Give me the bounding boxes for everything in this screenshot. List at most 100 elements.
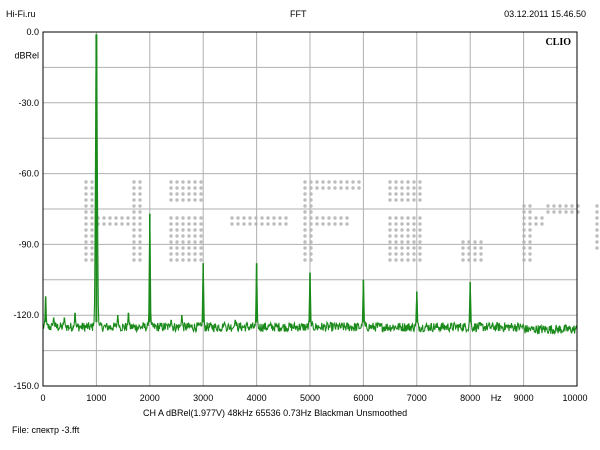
y-tick-label: 0.0 bbox=[26, 27, 39, 37]
watermark-dot bbox=[90, 198, 94, 202]
watermark-dot bbox=[394, 234, 398, 238]
watermark-dot bbox=[90, 204, 94, 208]
watermark-dot bbox=[394, 186, 398, 190]
watermark-dot bbox=[138, 210, 142, 214]
y-tick-label: -150.0 bbox=[13, 381, 39, 391]
watermark-dot bbox=[169, 252, 173, 256]
watermark-dot bbox=[278, 222, 282, 226]
watermark-dot bbox=[528, 204, 532, 208]
watermark-dot bbox=[412, 222, 416, 226]
watermark-dot bbox=[303, 198, 307, 202]
watermark-dot bbox=[169, 222, 173, 226]
watermark-dot bbox=[175, 186, 179, 190]
watermark-dot bbox=[90, 216, 94, 220]
watermark-dot bbox=[175, 246, 179, 250]
watermark-dot bbox=[193, 192, 197, 196]
watermark-dot bbox=[595, 246, 599, 250]
watermark-dot bbox=[138, 186, 142, 190]
watermark-dot bbox=[303, 252, 307, 256]
watermark-dot bbox=[357, 186, 361, 190]
watermark-dot bbox=[412, 234, 416, 238]
watermark-dot bbox=[120, 216, 124, 220]
x-tick-label: 5000 bbox=[300, 393, 320, 403]
watermark-dot bbox=[187, 186, 191, 190]
y-axis-ticks: 0.0 dBRel -30.0 -60.0 -90.0 -120.0 -150.0 bbox=[13, 27, 39, 391]
watermark-dot bbox=[406, 228, 410, 232]
watermark-dot bbox=[315, 186, 319, 190]
watermark-dot bbox=[84, 258, 88, 262]
watermark-dot bbox=[564, 210, 568, 214]
watermark-dot bbox=[84, 222, 88, 226]
x-tick-label: 9000 bbox=[514, 393, 534, 403]
watermark-dot bbox=[181, 252, 185, 256]
watermark-dot bbox=[528, 252, 532, 256]
watermark-dot bbox=[418, 222, 422, 226]
watermark-dot bbox=[120, 222, 124, 226]
watermark-dot bbox=[400, 180, 404, 184]
watermark-dot bbox=[254, 216, 258, 220]
watermark-dot bbox=[132, 252, 136, 256]
watermark-dot bbox=[406, 240, 410, 244]
watermark-dot bbox=[102, 216, 106, 220]
watermark-dot bbox=[400, 234, 404, 238]
watermark-dot bbox=[126, 216, 130, 220]
watermark-dot bbox=[303, 210, 307, 214]
watermark-dot bbox=[303, 216, 307, 220]
watermark-dot bbox=[84, 228, 88, 232]
watermark-dot bbox=[84, 252, 88, 256]
watermark-dot bbox=[169, 246, 173, 250]
watermark-dot bbox=[175, 228, 179, 232]
watermark-dot bbox=[84, 186, 88, 190]
watermark-dot bbox=[400, 228, 404, 232]
y-tick-label: -30.0 bbox=[18, 98, 39, 108]
watermark-dot bbox=[327, 222, 331, 226]
spectrum-trace bbox=[42, 34, 578, 335]
watermark-dot bbox=[132, 222, 136, 226]
watermark-dot bbox=[187, 234, 191, 238]
x-tick-label: 6000 bbox=[353, 393, 373, 403]
watermark-dot bbox=[528, 258, 532, 262]
watermark-dot bbox=[479, 252, 483, 256]
x-tick-label: 7000 bbox=[407, 393, 427, 403]
watermark-dot bbox=[169, 186, 173, 190]
watermark-dot bbox=[315, 180, 319, 184]
watermark-dot bbox=[193, 258, 197, 262]
watermark-dot bbox=[528, 222, 532, 226]
watermark-dot bbox=[418, 216, 422, 220]
watermark-dot bbox=[193, 198, 197, 202]
y-axis-label: dBRel bbox=[14, 51, 39, 61]
watermark-dot bbox=[132, 192, 136, 196]
watermark-dot bbox=[193, 180, 197, 184]
watermark-dot bbox=[388, 240, 392, 244]
watermark-dot bbox=[473, 246, 477, 250]
watermark-dot bbox=[418, 258, 422, 262]
watermark-dot bbox=[357, 180, 361, 184]
watermark-dot bbox=[333, 216, 337, 220]
watermark-dot bbox=[418, 186, 422, 190]
watermark-dot bbox=[132, 204, 136, 208]
x-tick-label: 0 bbox=[40, 393, 45, 403]
watermark-dot bbox=[90, 246, 94, 250]
watermark-dot bbox=[187, 246, 191, 250]
watermark-dot bbox=[418, 192, 422, 196]
watermark-dot bbox=[394, 216, 398, 220]
watermark-dot bbox=[333, 186, 337, 190]
plot-frame bbox=[42, 31, 578, 387]
watermark-dot bbox=[546, 204, 550, 208]
x-tick-label: 1000 bbox=[86, 393, 106, 403]
watermark-dot bbox=[321, 180, 325, 184]
watermark-dot bbox=[187, 222, 191, 226]
watermark-dot bbox=[199, 216, 203, 220]
x-axis-ticks: 0 1000 2000 3000 4000 5000 6000 7000 8000 Hz 9000 1… bbox=[40, 393, 587, 403]
watermark-dot bbox=[473, 240, 477, 244]
watermark-dot bbox=[351, 186, 355, 190]
watermark-dot bbox=[388, 180, 392, 184]
watermark-dot bbox=[236, 222, 240, 226]
watermark-dot bbox=[169, 234, 173, 238]
chart-title: FFT bbox=[290, 9, 307, 19]
watermark-dot bbox=[181, 246, 185, 250]
watermark-dot bbox=[199, 186, 203, 190]
watermark-dot bbox=[418, 228, 422, 232]
watermark-dot bbox=[193, 252, 197, 256]
watermark-dot bbox=[84, 204, 88, 208]
